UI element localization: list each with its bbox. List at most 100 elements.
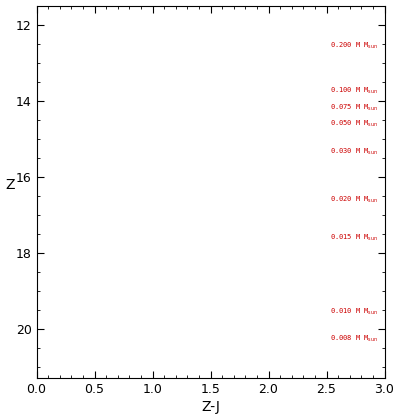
Point xyxy=(100,293,106,299)
Point xyxy=(194,228,200,235)
Point xyxy=(108,352,114,358)
Point xyxy=(124,344,130,351)
Point xyxy=(115,300,121,307)
Point xyxy=(97,346,104,352)
Point xyxy=(137,368,143,375)
Point xyxy=(136,348,142,355)
Point xyxy=(107,210,113,216)
Point xyxy=(258,325,265,331)
Point xyxy=(93,263,99,270)
Point xyxy=(66,41,72,48)
Point xyxy=(172,342,179,349)
Point xyxy=(117,346,124,353)
Point xyxy=(72,328,78,335)
Point xyxy=(158,351,164,357)
Point xyxy=(154,368,161,375)
Point xyxy=(75,215,82,222)
Point xyxy=(164,362,170,368)
Point xyxy=(134,299,141,306)
Point xyxy=(147,340,153,346)
Point xyxy=(116,187,122,194)
Point xyxy=(90,306,97,313)
Point xyxy=(128,354,134,361)
Point xyxy=(73,181,80,188)
Point xyxy=(132,326,138,332)
Point xyxy=(93,280,100,286)
Point xyxy=(143,315,149,321)
Point xyxy=(109,198,116,205)
Point xyxy=(112,344,119,351)
Point xyxy=(88,181,95,188)
Point xyxy=(122,315,128,321)
Point xyxy=(127,181,133,188)
Point xyxy=(116,368,122,374)
Point xyxy=(117,309,123,316)
Point xyxy=(58,39,65,46)
Point xyxy=(67,279,73,286)
Point xyxy=(103,303,109,310)
Point xyxy=(119,314,125,320)
Point xyxy=(65,249,72,256)
Point xyxy=(100,183,107,190)
Point xyxy=(74,68,80,75)
Point xyxy=(76,142,82,149)
Point xyxy=(127,275,134,281)
Point xyxy=(141,352,148,359)
Point xyxy=(60,194,66,201)
Point xyxy=(158,359,164,366)
Point xyxy=(151,335,157,342)
Point xyxy=(87,228,93,235)
Point xyxy=(102,266,109,273)
Point xyxy=(96,231,102,238)
Point xyxy=(88,198,94,205)
Point xyxy=(95,265,101,271)
Point xyxy=(107,242,114,249)
Point xyxy=(118,289,124,296)
Point xyxy=(141,272,147,279)
Point xyxy=(120,197,126,204)
Point xyxy=(68,154,74,161)
Point xyxy=(101,341,107,347)
Point xyxy=(129,350,135,357)
Point xyxy=(128,371,135,378)
Point xyxy=(74,215,81,221)
Point xyxy=(98,303,105,310)
Point xyxy=(123,306,129,313)
Point xyxy=(122,273,128,280)
Point xyxy=(58,36,64,43)
Point xyxy=(85,205,91,212)
Point xyxy=(126,304,132,311)
Point xyxy=(146,306,153,312)
Point xyxy=(101,257,108,264)
Point xyxy=(119,291,125,298)
Point xyxy=(139,244,145,250)
Point xyxy=(101,291,107,297)
Point xyxy=(100,320,106,327)
Point xyxy=(107,289,114,295)
Point xyxy=(77,152,84,158)
Point xyxy=(63,269,69,276)
Point xyxy=(146,360,152,366)
Point xyxy=(71,241,78,247)
Point xyxy=(115,333,122,340)
Point xyxy=(140,347,146,354)
Point xyxy=(116,325,122,331)
Point xyxy=(128,283,135,289)
Point xyxy=(114,327,120,334)
Point xyxy=(114,322,120,328)
Point xyxy=(140,319,146,326)
Point xyxy=(134,294,140,300)
Point xyxy=(121,365,128,372)
Point xyxy=(104,203,111,210)
Point xyxy=(113,339,120,346)
Point xyxy=(118,316,125,323)
Point xyxy=(181,291,187,298)
Point xyxy=(91,367,97,374)
Point xyxy=(104,273,111,280)
Point xyxy=(116,274,122,281)
Point xyxy=(71,186,77,193)
Point xyxy=(123,252,130,259)
Point xyxy=(155,304,162,311)
Point xyxy=(127,312,134,319)
Point xyxy=(65,186,71,193)
